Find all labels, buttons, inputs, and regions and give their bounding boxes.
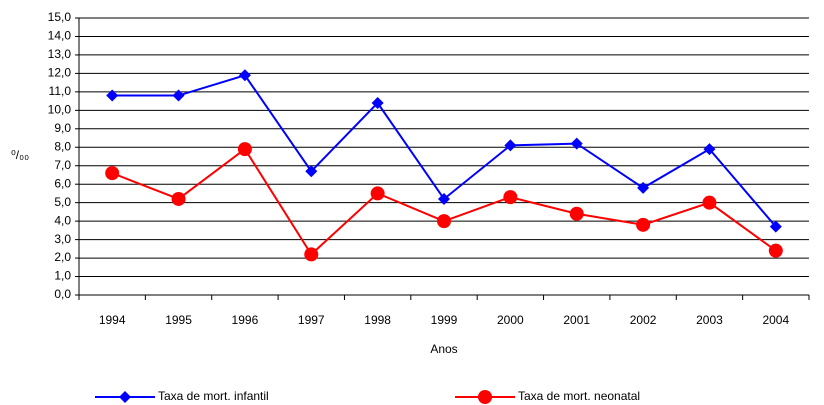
y-tick-label: 0,0	[54, 287, 71, 301]
marker	[702, 195, 717, 210]
marker	[569, 206, 584, 221]
marker	[503, 190, 518, 205]
x-tick-label: 2001	[563, 313, 590, 327]
y-axis-label: ⁰/₀₀	[11, 148, 29, 162]
marker	[371, 96, 384, 109]
y-tick-label: 5,0	[54, 195, 71, 209]
legend-label: Taxa de mort. infantil	[158, 389, 269, 403]
marker	[437, 214, 451, 229]
marker	[304, 247, 319, 262]
y-tick-label: 3,0	[54, 232, 71, 246]
y-tick-label: 12,0	[48, 66, 72, 80]
x-tick-label: 1997	[298, 313, 325, 327]
marker	[703, 143, 716, 156]
marker	[105, 166, 120, 181]
x-tick-label: 2000	[497, 313, 524, 327]
y-tick-label: 7,0	[54, 158, 71, 172]
y-tick-label: 6,0	[54, 176, 71, 190]
legend-marker	[119, 391, 131, 403]
marker	[172, 89, 185, 102]
x-axis-label: Anos	[430, 342, 457, 356]
marker	[106, 89, 119, 102]
x-tick-label: 2003	[696, 313, 723, 327]
y-tick-label: 1,0	[54, 269, 71, 283]
x-tick-label: 1994	[99, 313, 126, 327]
marker	[171, 191, 186, 206]
marker	[570, 137, 583, 150]
marker	[305, 165, 318, 178]
legend-label: Taxa de mort. neonatal	[518, 389, 640, 403]
x-tick-label: 1998	[364, 313, 391, 327]
y-tick-label: 4,0	[54, 213, 71, 227]
x-tick-label: 2002	[630, 313, 657, 327]
marker	[636, 217, 651, 232]
y-tick-label: 9,0	[54, 121, 71, 135]
y-tick-label: 10,0	[48, 103, 72, 117]
marker	[370, 186, 385, 201]
x-tick-label: 1995	[165, 313, 192, 327]
marker	[504, 139, 517, 152]
marker	[637, 181, 650, 194]
x-tick-label: 1996	[232, 313, 259, 327]
y-tick-label: 8,0	[54, 139, 71, 153]
marker	[768, 243, 783, 258]
y-tick-label: 13,0	[48, 47, 72, 61]
legend-marker	[478, 390, 492, 404]
marker	[438, 192, 450, 205]
marker	[237, 142, 252, 157]
y-tick-label: 15,0	[48, 10, 72, 24]
marker	[238, 69, 251, 82]
x-tick-label: 1999	[431, 313, 458, 327]
y-tick-label: 2,0	[54, 250, 71, 264]
y-tick-label: 11,0	[49, 84, 72, 98]
marker	[769, 220, 782, 233]
y-tick-label: 14,0	[48, 29, 72, 43]
x-tick-label: 2004	[762, 313, 789, 327]
